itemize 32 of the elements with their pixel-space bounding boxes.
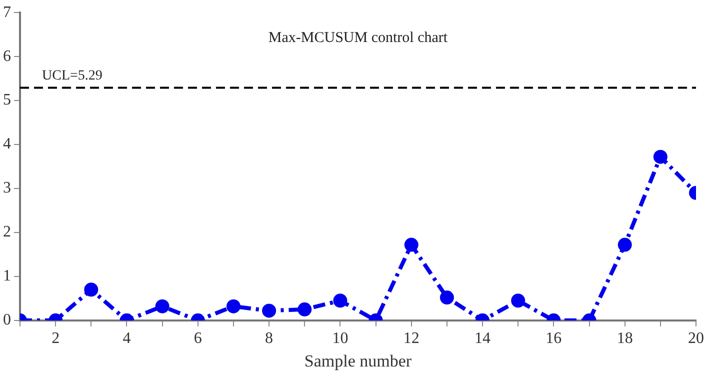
x-tick-label: 16 [546, 330, 562, 348]
x-tick-label: 2 [52, 330, 60, 348]
x-tick-label: 8 [265, 330, 274, 348]
x-axis-title: Sample number [304, 351, 412, 370]
x-tick-label: 20 [688, 330, 704, 348]
x-tick-label: 18 [616, 330, 633, 348]
point [262, 304, 276, 318]
point [653, 150, 668, 164]
y-tick-label: 6 [3, 48, 11, 65]
y-tick-label: 4 [3, 136, 11, 153]
y-tick-label: 2 [3, 224, 11, 241]
point [511, 294, 526, 308]
point [226, 299, 240, 314]
point [298, 302, 312, 316]
y-tick-label: 0 [3, 312, 11, 329]
x-tick-label: 4 [122, 330, 131, 348]
point [84, 282, 98, 297]
y-tick-label: 1 [3, 268, 11, 285]
point [440, 290, 454, 305]
point [404, 238, 418, 252]
ref-line-label: UCL=5.29 [42, 68, 102, 84]
point [618, 238, 632, 252]
x-tick-label: 6 [194, 330, 202, 348]
text: Max-MCUSUM control chart [268, 30, 448, 46]
x-tick-label: 12 [403, 330, 420, 348]
point [333, 294, 348, 308]
point [155, 299, 170, 314]
x-tick-label: 14 [474, 330, 491, 348]
y-tick-label: 3 [3, 180, 11, 197]
x-tick-label: 10 [332, 330, 348, 348]
y-tick-label: 7 [3, 4, 11, 21]
y-tick-label: 5 [3, 92, 11, 109]
